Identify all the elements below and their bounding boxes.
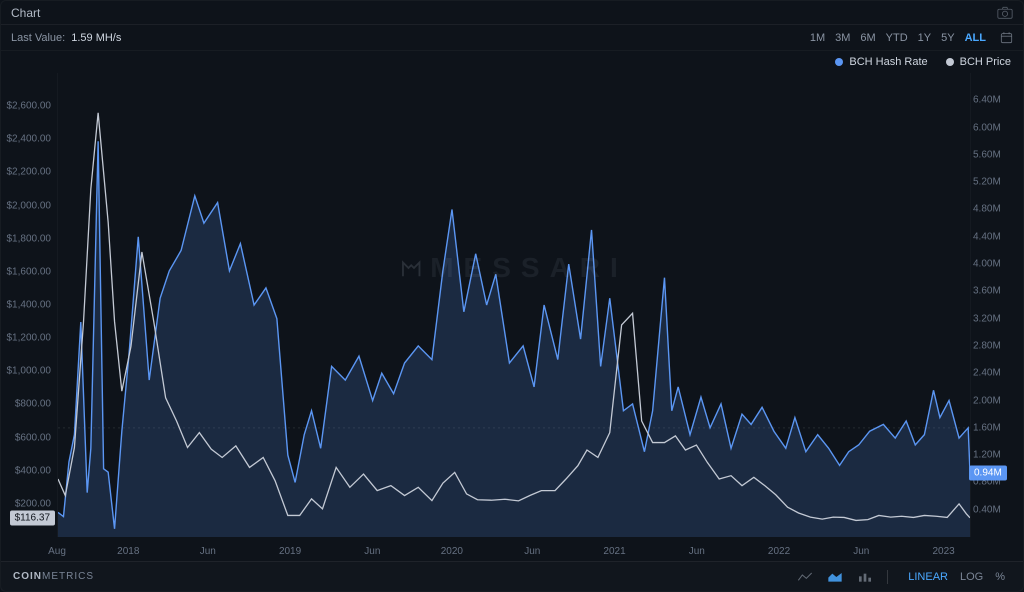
line-chart-icon[interactable] [797, 570, 813, 584]
y-left-tick: $200.00 [0, 498, 51, 509]
range-button-5y[interactable]: 5Y [941, 32, 954, 44]
window-title: Chart [11, 6, 40, 20]
bar-chart-icon[interactable] [857, 570, 873, 584]
y-right-last-badge: 0.94M [969, 465, 1007, 480]
y-left-tick: $600.00 [0, 432, 51, 443]
footer: COINMETRICS LINEAR LOG% [1, 561, 1023, 591]
plot-inner: MESSARI [57, 73, 971, 537]
y-right-tick: 4.40M [973, 231, 1024, 242]
y-left-last-badge: $116.37 [10, 510, 55, 525]
range-button-3m[interactable]: 3M [835, 32, 850, 44]
scale-option-log[interactable]: LOG [960, 571, 983, 583]
y-left-tick: $2,000.00 [0, 200, 51, 211]
x-axis: Aug2018Jun2019Jun2020Jun2021Jun2022Jun20… [57, 539, 971, 557]
range-button-ytd[interactable]: YTD [886, 32, 908, 44]
x-tick: Jun [200, 546, 216, 557]
last-value-label: Last Value: [11, 32, 65, 44]
y-left-tick: $2,200.00 [0, 167, 51, 178]
y-right-tick: 3.60M [973, 286, 1024, 297]
range-button-1m[interactable]: 1M [810, 32, 825, 44]
chart-svg [58, 73, 970, 537]
x-tick: Jun [524, 546, 540, 557]
x-tick: 2022 [768, 546, 790, 557]
y-right-tick: 1.60M [973, 422, 1024, 433]
y-left-tick: $1,200.00 [0, 333, 51, 344]
legend-dot-icon [835, 58, 843, 66]
x-tick: Jun [364, 546, 380, 557]
y-left-tick: $1,600.00 [0, 266, 51, 277]
y-left-tick: $2,400.00 [0, 134, 51, 145]
y-right-tick: 2.00M [973, 395, 1024, 406]
y-right-tick: 5.60M [973, 149, 1024, 160]
y-left-tick: $800.00 [0, 399, 51, 410]
last-value-value: 1.59 MH/s [71, 32, 121, 44]
x-tick: 2019 [279, 546, 301, 557]
area-chart-icon[interactable] [827, 570, 843, 584]
range-button-6m[interactable]: 6M [860, 32, 875, 44]
y-right-tick: 6.00M [973, 122, 1024, 133]
source-brand-bold: COIN [13, 571, 42, 582]
x-tick: 2021 [603, 546, 625, 557]
y-right-tick: 1.20M [973, 450, 1024, 461]
x-tick: Jun [853, 546, 869, 557]
x-tick: Jun [689, 546, 705, 557]
window-titlebar: Chart [1, 1, 1023, 25]
y-right-tick: 2.80M [973, 340, 1024, 351]
x-tick: 2020 [441, 546, 463, 557]
y-axis-right: 0.40M0.80M1.20M1.60M2.00M2.40M2.80M3.20M… [967, 73, 1023, 537]
y-right-tick: 5.20M [973, 177, 1024, 188]
x-tick: 2023 [932, 546, 954, 557]
legend-dot-icon [946, 58, 954, 66]
y-right-tick: 6.40M [973, 95, 1024, 106]
legend-label: BCH Price [960, 56, 1011, 68]
y-left-tick: $1,000.00 [0, 366, 51, 377]
y-left-tick: $400.00 [0, 465, 51, 476]
scale-selector: LINEAR LOG% [902, 571, 1011, 583]
range-button-1y[interactable]: 1Y [918, 32, 931, 44]
y-left-tick: $2,600.00 [0, 101, 51, 112]
y-right-tick: 2.40M [973, 368, 1024, 379]
plot-area: $200.00 $400.00 $600.00 $800.00 $1,000.00 $1,… [1, 73, 1023, 561]
y-right-tick: 3.20M [973, 313, 1024, 324]
y-left-tick: $1,400.00 [0, 300, 51, 311]
legend: BCH Hash Rate BCH Price [1, 51, 1023, 73]
x-tick: 2018 [117, 546, 139, 557]
y-right-tick: 4.80M [973, 204, 1024, 215]
legend-item-0[interactable]: BCH Hash Rate [835, 56, 927, 68]
time-range-selector: 1M 3M 6M YTD 1Y 5Y ALL [810, 31, 1013, 44]
last-value: Last Value: 1.59 MH/s [11, 32, 121, 44]
scale-option-linear[interactable]: LINEAR [908, 571, 948, 583]
sub-header: Last Value: 1.59 MH/s 1M 3M 6M YTD 1Y 5Y ALL [1, 25, 1023, 51]
source-brand-tail: METRICS [42, 571, 94, 582]
scale-option-%[interactable]: % [995, 571, 1005, 583]
x-tick: Aug [48, 546, 66, 557]
chart-frame: Chart Last Value: 1.59 MH/s 1M 3M 6M YTD 1Y 5… [0, 0, 1024, 592]
source-brand: COINMETRICS [13, 571, 94, 582]
legend-label: BCH Hash Rate [849, 56, 927, 68]
range-button-all[interactable]: ALL [965, 32, 986, 44]
y-right-tick: 4.00M [973, 259, 1024, 270]
y-right-tick: 0.40M [973, 504, 1024, 515]
y-left-tick: $1,800.00 [0, 233, 51, 244]
calendar-icon[interactable] [1000, 31, 1013, 44]
camera-icon[interactable] [997, 6, 1013, 19]
footer-separator [887, 570, 888, 584]
y-axis-left: $200.00 $400.00 $600.00 $800.00 $1,000.00 $1,… [1, 73, 57, 537]
legend-item-1[interactable]: BCH Price [946, 56, 1011, 68]
